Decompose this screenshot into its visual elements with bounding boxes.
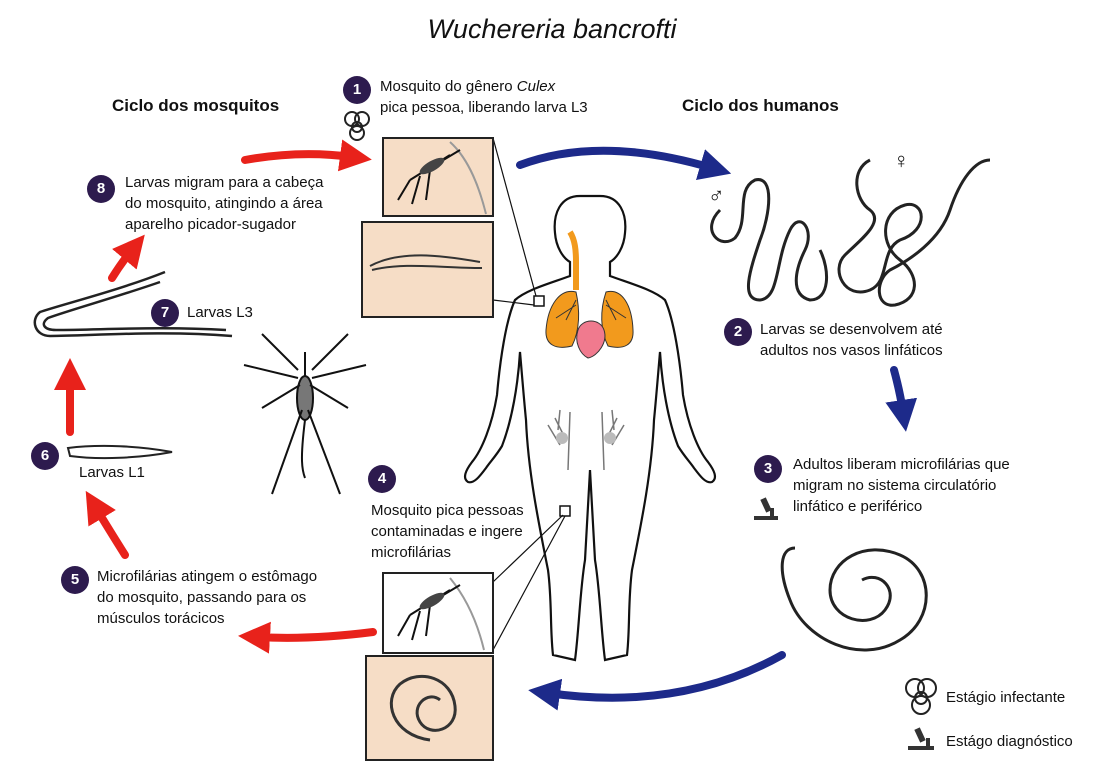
step-4-badge: 4 (368, 465, 396, 493)
step-5-badge: 5 (61, 566, 89, 594)
arrow-3-to-4 (528, 651, 786, 711)
biohazard-icon-legend (905, 678, 937, 715)
step-2-text: Larvas se desenvolvem até adultos nos vas… (760, 321, 943, 359)
step-7-text: Larvas L3 (187, 304, 253, 321)
microfilaria (780, 546, 928, 652)
mosquito-cycle-heading: Ciclo dos mosquitos (112, 96, 280, 115)
human-cycle-arrows (516, 146, 918, 711)
step-8-text: Larvas migram para a cabeça do mosquito, … (125, 174, 324, 233)
step-3-text: Adultos liberam microfilárias que migram … (793, 456, 1010, 515)
female-symbol: ♀ (893, 148, 910, 173)
arrow-1-to-2 (516, 146, 732, 180)
step-6-badge: 6 (31, 442, 59, 470)
microscope-icon-step3 (754, 497, 778, 520)
step-6-text: Larvas L1 (79, 464, 145, 481)
mosquito-cycle-arrows (54, 139, 377, 654)
adult-worms (710, 158, 991, 307)
larva-l1 (66, 444, 173, 460)
step-4-text: Mosquito pica pessoas contaminadas e inge… (371, 502, 524, 561)
right-lung (601, 290, 634, 348)
diagram-title: Wuchereria bancrofti (427, 14, 677, 44)
larva-l3 (33, 270, 233, 338)
human-body (463, 194, 717, 662)
left-lung (545, 290, 580, 348)
legend-infective-label: Estágio infectante (946, 689, 1066, 706)
biohazard-icon-step1 (344, 111, 370, 141)
arrow-4-to-5 (238, 621, 377, 654)
arrow-5-to-6 (85, 490, 129, 559)
arrow-7-to-8 (108, 234, 145, 282)
panel-1-bite (361, 137, 494, 318)
step-2-badge: 2 (724, 318, 752, 346)
step-5-text: Microfilárias atingem o estômago do mosqu… (97, 568, 318, 627)
step-8-badge: 8 (87, 175, 115, 203)
step-7-badge: 7 (151, 299, 179, 327)
arrow-2-to-3 (885, 366, 918, 432)
legend-diagnostic-label: Estágo diagnóstico (946, 733, 1073, 750)
step-1-text: Mosquito do gênero Culex pica pessoa, lib… (380, 78, 588, 116)
step-3-badge: 3 (754, 455, 782, 483)
step-1-badge: 1 (343, 76, 371, 104)
male-symbol: ♂ (708, 183, 725, 208)
organs (545, 230, 634, 471)
mosquito (243, 333, 367, 495)
human-cycle-heading: Ciclo dos humanos (682, 96, 839, 115)
microscope-icon-legend (908, 727, 934, 750)
panel-4-bite (365, 572, 494, 761)
arrow-8-to-1 (241, 139, 372, 172)
heart (576, 320, 606, 359)
